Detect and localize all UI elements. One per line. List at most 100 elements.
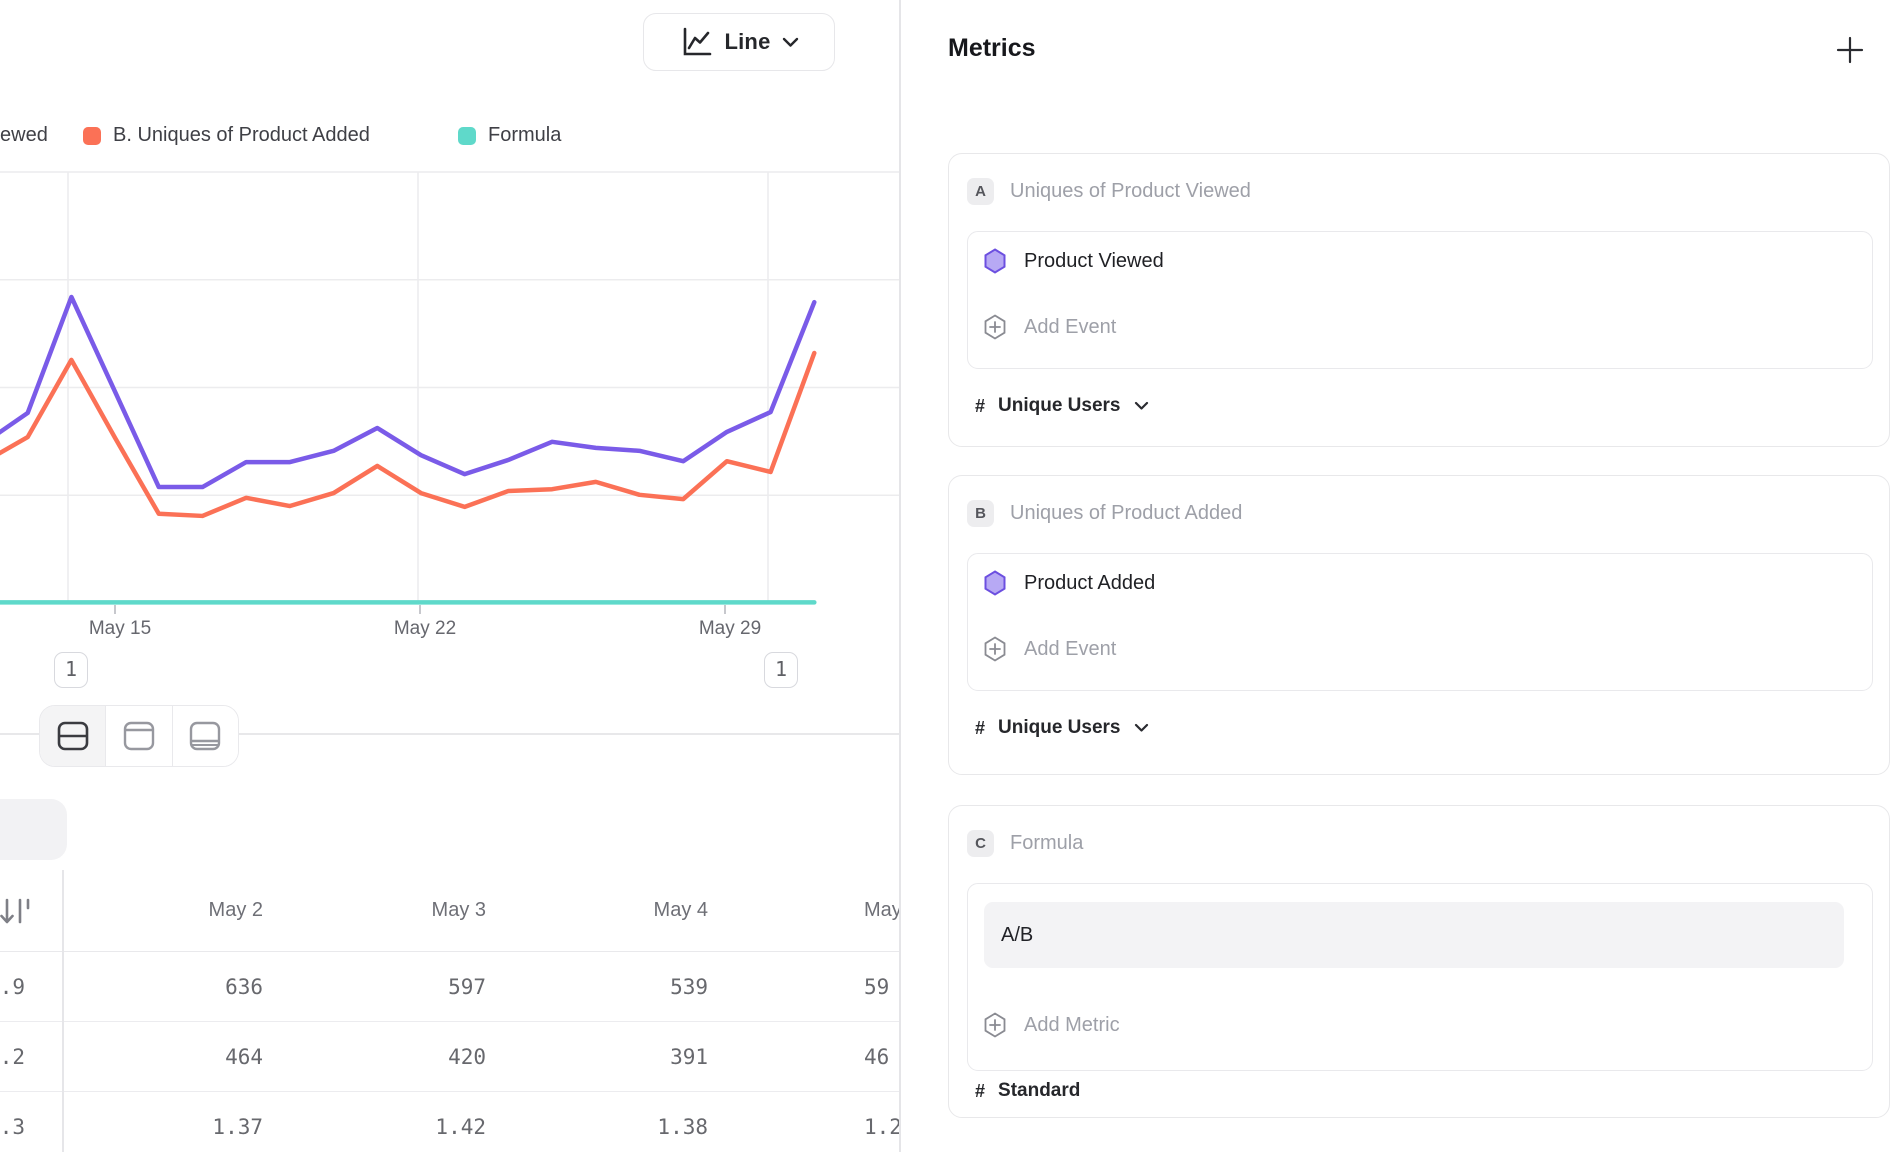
chart-type-label: Line: [724, 29, 771, 54]
number-type-icon: #: [975, 395, 986, 416]
add-metric-icon: [984, 1012, 1006, 1038]
add-event-button[interactable]: Add Event: [984, 312, 1858, 342]
table-cell: .3: [0, 1115, 25, 1139]
layout-bottom-bar-icon: [190, 721, 221, 751]
metric-letter-badge: A: [967, 178, 994, 205]
chevron-down-icon: [1134, 723, 1148, 732]
column-header[interactable]: May 2: [208, 899, 263, 921]
table-cell: 391: [670, 1044, 708, 1069]
table-cell: 59: [864, 974, 890, 999]
annotation-badge[interactable]: 1: [764, 652, 798, 688]
annotation-badge[interactable]: 1: [54, 652, 88, 688]
metrics-panel: Metrics A Uniques of Product Viewed Prod…: [901, 0, 1898, 1152]
table-cell: 1.42: [435, 1115, 486, 1139]
add-event-button[interactable]: Add Event: [984, 634, 1858, 664]
metric-card-b: B Uniques of Product Added Product Added…: [948, 475, 1890, 775]
add-metric-plus-icon[interactable]: [1836, 36, 1864, 64]
series-line: [0, 294, 817, 490]
legend-label-b: B. Uniques of Product Added: [113, 124, 370, 146]
metric-card-a: A Uniques of Product Viewed Product View…: [948, 153, 1890, 447]
formula-input[interactable]: A/B: [984, 902, 1844, 968]
chevron-down-icon: [782, 37, 798, 47]
event-row[interactable]: Product Added: [984, 568, 1858, 598]
line-chart[interactable]: [0, 170, 910, 650]
event-name: Product Viewed: [1024, 249, 1164, 272]
metric-title[interactable]: Uniques of Product Viewed: [1010, 180, 1251, 202]
event-hexagon-icon: [984, 570, 1006, 596]
layout-split-button[interactable]: [40, 706, 106, 766]
data-table: May 2 May 3 May 4 May .9 636 597 539 59 …: [0, 870, 899, 1152]
event-row[interactable]: Product Viewed: [984, 246, 1858, 276]
event-block: Product Added Add Event: [967, 553, 1873, 691]
add-metric-label: Add Metric: [1024, 1013, 1120, 1036]
legend-label-c: Formula: [488, 124, 562, 146]
metric-title[interactable]: Formula: [1010, 832, 1084, 854]
table-cell: 539: [670, 974, 708, 999]
layout-toggle-group: [39, 705, 239, 767]
x-axis-label: May 29: [698, 618, 762, 639]
table-cell: .2: [0, 1044, 25, 1069]
measure-dropdown[interactable]: # Unique Users: [975, 713, 1149, 743]
table-cell: 464: [225, 1044, 263, 1069]
table-cell: 1.37: [212, 1115, 263, 1139]
legend-swatch-c: [458, 126, 476, 145]
chart-type-dropdown[interactable]: Line: [643, 13, 835, 71]
event-name: Product Added: [1024, 571, 1156, 594]
chart-legend: ewed B. Uniques of Product Added Formula: [0, 124, 899, 150]
number-type-icon: #: [975, 1080, 986, 1101]
layout-chart-only-button[interactable]: [105, 706, 172, 766]
add-metric-button[interactable]: Add Metric: [984, 1010, 1858, 1040]
line-chart-icon: [684, 27, 712, 56]
layout-top-bar-icon: [123, 721, 155, 751]
metrics-panel-title: Metrics: [948, 34, 1036, 62]
section-divider: [0, 733, 39, 735]
table-row[interactable]: .2 464 420 391 46: [0, 1022, 899, 1092]
x-axis-labels: May 15 May 22 May 29: [0, 618, 899, 644]
metric-title[interactable]: Uniques of Product Added: [1010, 502, 1243, 524]
event-hexagon-icon: [984, 248, 1006, 274]
table-cell: 420: [448, 1044, 486, 1069]
legend-item-c[interactable]: Formula: [458, 124, 561, 147]
series-line: [0, 350, 817, 519]
formula-block: A/B Add Metric: [967, 883, 1873, 1071]
table-row[interactable]: .3 1.37 1.42 1.38 1.2: [0, 1092, 899, 1152]
column-header[interactable]: May: [864, 899, 899, 921]
column-header[interactable]: May 4: [653, 899, 708, 921]
x-axis-label: May 22: [393, 618, 457, 639]
layout-table-only-button[interactable]: [171, 706, 238, 766]
add-event-label: Add Event: [1024, 637, 1117, 660]
table-cell: 1.2: [864, 1115, 899, 1139]
legend-label-a: ewed: [0, 124, 48, 146]
table-cell: 1.38: [657, 1115, 708, 1139]
table-corner-pill: [0, 799, 67, 860]
table-cell: 636: [225, 974, 263, 999]
table-column-divider: [62, 870, 64, 1152]
section-divider: [239, 733, 899, 735]
table-header-row: May 2 May 3 May 4 May: [0, 870, 899, 952]
metric-letter-badge: C: [967, 830, 994, 857]
chart-panel: Line ewed B. Uniques of Product Added Fo…: [0, 0, 899, 1152]
measure-label: Unique Users: [998, 717, 1121, 738]
measure-label: Standard: [998, 1080, 1081, 1101]
table-cell: 46: [864, 1044, 890, 1069]
layout-split-icon: [57, 721, 88, 751]
x-axis-label: May 15: [88, 618, 152, 639]
legend-item-a[interactable]: ewed: [0, 124, 48, 147]
event-block: Product Viewed Add Event: [967, 231, 1873, 369]
table-cell: .9: [0, 974, 25, 999]
measure-dropdown[interactable]: # Standard: [975, 1076, 1080, 1106]
add-event-icon: [984, 314, 1006, 340]
table-cell: 597: [448, 974, 486, 999]
legend-item-b[interactable]: B. Uniques of Product Added: [83, 124, 370, 147]
add-event-icon: [984, 636, 1006, 662]
chevron-down-icon: [1134, 401, 1148, 410]
table-row[interactable]: .9 636 597 539 59: [0, 952, 899, 1022]
add-event-label: Add Event: [1024, 315, 1117, 338]
measure-dropdown[interactable]: # Unique Users: [975, 391, 1149, 421]
column-header[interactable]: May 3: [431, 899, 486, 921]
metric-card-c: C Formula A/B Add Metric # Standard: [948, 805, 1890, 1118]
measure-label: Unique Users: [998, 395, 1121, 416]
panel-divider: [899, 0, 901, 1152]
legend-swatch-b: [83, 126, 101, 145]
sort-descending-icon[interactable]: [0, 895, 32, 929]
